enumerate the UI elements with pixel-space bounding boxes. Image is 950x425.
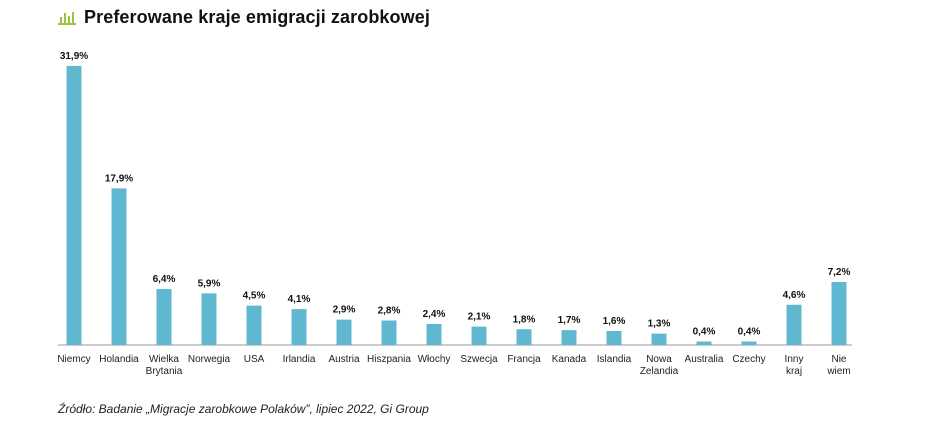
category-label: Holandia	[99, 354, 139, 365]
category-label: kraj	[786, 366, 802, 377]
data-label: 2,9%	[333, 305, 356, 316]
data-label: 4,5%	[243, 291, 266, 302]
category-label: wiem	[826, 366, 850, 377]
category-label: Wielka	[149, 354, 179, 365]
data-label: 17,9%	[105, 173, 133, 184]
data-label: 6,4%	[153, 274, 176, 285]
category-label: Hiszpania	[367, 354, 411, 365]
data-label: 1,3%	[648, 319, 671, 330]
category-label: Norwegia	[188, 354, 231, 365]
category-label: USA	[244, 354, 265, 365]
bar	[696, 341, 712, 345]
data-label: 4,6%	[783, 290, 806, 301]
data-label: 0,4%	[693, 327, 716, 338]
category-label: Austria	[328, 354, 360, 365]
data-label: 7,2%	[828, 267, 851, 278]
chart-header: Preferowane kraje emigracji zarobkowej	[58, 7, 430, 28]
bar-chart: 31,9% Niemcy 17,9% Holandia 6,4% WielkaBrytan…	[57, 51, 852, 377]
data-label: 1,8%	[513, 314, 536, 325]
bar	[246, 305, 262, 345]
category-label: Inny	[785, 354, 804, 365]
bar	[201, 293, 217, 345]
data-label: 31,9%	[60, 51, 88, 62]
bar	[426, 324, 442, 345]
category-label: Niemcy	[57, 354, 90, 365]
bar	[471, 326, 487, 345]
data-label: 2,4%	[423, 309, 446, 320]
source-note: Źródło: Badanie „Migracje zarobkowe Pola…	[58, 402, 429, 416]
bar	[66, 65, 82, 345]
bar	[156, 289, 172, 345]
category-label: Włochy	[418, 354, 451, 365]
category-label: Czechy	[732, 354, 765, 365]
data-label: 2,1%	[468, 312, 491, 323]
bar	[786, 304, 802, 345]
data-label: 4,1%	[288, 294, 311, 305]
data-label: 1,6%	[603, 316, 626, 327]
category-label: Francja	[507, 354, 541, 365]
bar	[381, 320, 397, 345]
category-label: Nie	[831, 354, 846, 365]
data-label: 5,9%	[198, 278, 221, 289]
bar	[561, 330, 577, 345]
data-label: 2,8%	[378, 306, 401, 317]
bar	[516, 329, 532, 345]
bar	[291, 309, 307, 345]
category-label: Irlandia	[283, 354, 316, 365]
bar	[651, 333, 667, 345]
bar-chart-icon	[58, 11, 76, 25]
data-label: 0,4%	[738, 327, 761, 338]
category-label: Brytania	[146, 366, 183, 377]
bar	[741, 341, 757, 345]
bar	[606, 331, 622, 345]
bar	[336, 319, 352, 345]
category-label: Zelandia	[640, 366, 679, 377]
category-label: Australia	[685, 354, 724, 365]
bar	[831, 282, 847, 345]
category-label: Nowa	[646, 354, 672, 365]
chart-title: Preferowane kraje emigracji zarobkowej	[84, 7, 430, 27]
bar	[111, 188, 127, 345]
category-label: Kanada	[552, 354, 587, 365]
data-label: 1,7%	[558, 315, 581, 326]
category-label: Szwecja	[460, 354, 498, 365]
category-label: Islandia	[597, 354, 632, 365]
